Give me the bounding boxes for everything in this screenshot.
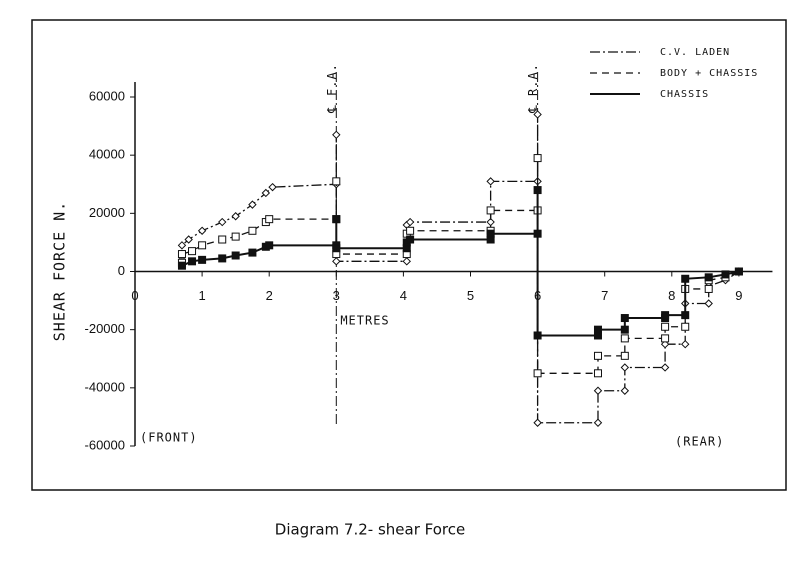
square-marker [218, 254, 227, 263]
square-marker [734, 267, 743, 276]
square-marker [661, 334, 670, 343]
diamond-marker [248, 200, 257, 209]
axle-label: ℄ R.A. [526, 63, 540, 114]
square-marker [533, 331, 542, 340]
x-tick-label: 5 [467, 288, 474, 303]
square-marker [661, 311, 670, 320]
series-line [181, 190, 740, 337]
square-marker [620, 314, 629, 323]
square-marker [533, 186, 542, 195]
square-marker [593, 325, 602, 334]
rear-label: (REAR) [675, 435, 724, 449]
y-tick-label: 60000 [89, 88, 125, 103]
y-axis-label: SHEAR FORCE N. [51, 201, 69, 341]
x-tick-label: 1 [198, 288, 205, 303]
y-tick-label: 0 [118, 263, 125, 278]
diamond-marker [268, 182, 277, 192]
square-marker [332, 215, 341, 224]
x-tick-label: 0 [131, 288, 138, 303]
square-marker [620, 351, 629, 360]
square-marker [620, 325, 629, 334]
square-marker [593, 369, 602, 378]
square-marker [177, 261, 186, 270]
square-marker [533, 229, 542, 238]
diamond-marker [620, 386, 630, 395]
diamond-marker [231, 212, 240, 221]
square-marker [177, 250, 186, 259]
square-marker [533, 369, 542, 378]
y-tick-label: 40000 [89, 147, 125, 162]
square-marker [406, 235, 415, 244]
square-marker [704, 284, 713, 293]
square-marker [248, 226, 257, 235]
diamond-marker [332, 257, 341, 266]
square-marker [593, 351, 602, 360]
square-marker [231, 232, 240, 241]
square-marker [198, 255, 207, 264]
x-tick-label: 4 [400, 288, 407, 303]
diamond-marker [704, 299, 713, 308]
square-marker [486, 229, 495, 238]
x-tick-label: 8 [668, 288, 675, 303]
front-label: (FRONT) [140, 431, 198, 445]
legend-label: CHASSIS [660, 89, 709, 100]
diamond-marker [177, 241, 187, 250]
y-tick-label: 20000 [89, 205, 125, 220]
x-axis-label: METRES [340, 314, 389, 328]
legend-label: C.V. LADEN [660, 47, 730, 58]
x-tick-label: 7 [601, 288, 608, 303]
y-tick-label: -60000 [85, 437, 125, 452]
square-marker [486, 206, 495, 215]
diamond-marker [184, 235, 193, 244]
diamond-marker [620, 363, 630, 372]
square-marker [332, 244, 341, 253]
square-marker [231, 251, 240, 260]
frame [31, 19, 787, 491]
diamond-marker [660, 340, 670, 349]
square-marker [406, 226, 415, 235]
square-marker [661, 322, 670, 331]
diamond-marker [681, 340, 690, 349]
chart-title: Diagram 7.2- shear Force [275, 521, 465, 539]
diamond-marker [593, 418, 603, 427]
square-marker [332, 177, 341, 186]
series-line [181, 114, 740, 424]
square-marker [188, 257, 197, 266]
diamond-marker [261, 188, 271, 198]
diamond-marker [197, 226, 207, 235]
square-marker [265, 215, 274, 224]
square-marker [533, 154, 542, 163]
square-marker [681, 311, 690, 320]
legend-label: BODY + CHASSIS [660, 68, 758, 79]
square-marker [248, 248, 257, 257]
diamond-marker [218, 217, 227, 227]
axle-label: ℄ F.A. [325, 63, 339, 114]
diamond-marker [332, 130, 341, 140]
square-marker [704, 273, 713, 282]
x-tick-label: 9 [735, 288, 742, 303]
square-marker [721, 270, 730, 279]
x-tick-label: 2 [266, 288, 273, 303]
square-marker [681, 274, 690, 283]
square-marker [681, 322, 690, 331]
diamond-marker [660, 363, 670, 372]
square-marker [620, 334, 629, 343]
square-marker [265, 241, 274, 250]
square-marker [218, 235, 227, 244]
diamond-marker [533, 418, 542, 427]
diamond-marker [593, 386, 603, 395]
square-marker [188, 247, 197, 256]
y-tick-label: -20000 [85, 321, 125, 336]
diamond-marker [402, 257, 411, 266]
diamond-marker [405, 217, 415, 227]
diamond-marker [533, 110, 542, 119]
diamond-marker [486, 177, 495, 186]
y-tick-label: -40000 [85, 379, 125, 394]
square-marker [198, 241, 207, 250]
